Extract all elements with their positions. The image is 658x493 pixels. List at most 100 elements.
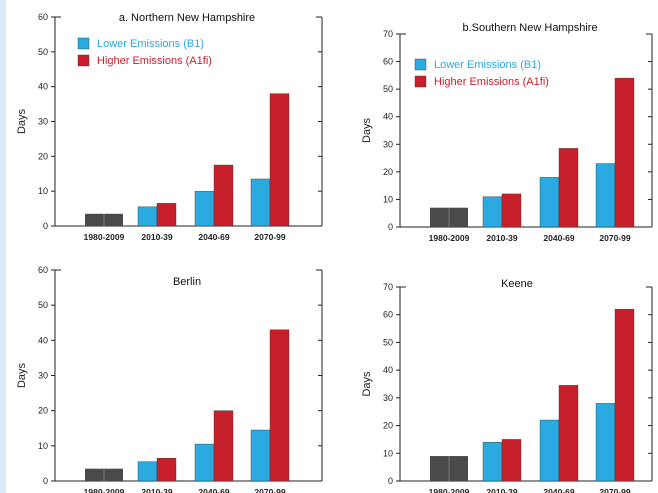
bar-higher-3 [269,93,290,227]
bar-higher-2 [558,385,579,482]
y-axis-label: Days [16,362,28,388]
y-tick-label: 50 [383,84,393,94]
y-tick-label: 40 [38,82,48,92]
bar-higher-2 [558,148,579,228]
bar-higher-3 [614,308,635,482]
y-tick-label: 0 [388,222,393,232]
x-tick-label: 1980-2009 [84,487,125,493]
chart-panel-4: 0 10 20 30 40 50 60 70 Days Keene 1980-2009 2010-39… [361,278,653,493]
bar-higher-3 [269,329,290,482]
bar-lower-2 [194,190,215,227]
bar-higher-2 [213,164,234,227]
x-tick-label: 2040-69 [198,232,229,242]
x-tick-label: 2070-99 [254,487,285,493]
bar-lower-3 [250,429,271,482]
legend-swatch-higher [77,54,90,67]
bar-baseline-2 [449,456,468,481]
x-tick-label: 1980-2009 [429,233,470,243]
bar-higher-3 [614,77,635,228]
y-tick-label: 0 [388,476,393,486]
y-tick-label: 30 [383,139,393,149]
bar-baseline-1 [430,207,449,227]
legend-label-lower: Lower Emissions (B1) [434,59,541,71]
y-tick-label: 60 [383,57,393,67]
y-tick-label: 10 [38,441,48,451]
y-tick-label: 60 [38,12,48,22]
x-tick-label: 1980-2009 [84,232,125,242]
y-tick-label: 30 [38,117,48,127]
y-axis-label: Days [16,108,28,134]
bar-baseline-2 [449,207,468,227]
y-axis-label: Days [361,117,373,143]
left-edge-strip [0,0,6,493]
bar-lower-2 [539,419,560,482]
legend-swatch-lower [77,37,90,50]
x-tick-label: 2010-39 [141,487,172,493]
bar-lower-3 [595,403,616,482]
y-tick-label: 60 [383,310,393,320]
x-tick-label: 2040-69 [198,487,229,493]
chart-title: b.Southern New Hampshire [462,22,597,34]
bar-higher-1 [501,193,522,228]
bar-lower-3 [250,178,271,227]
x-tick-label: 2010-39 [486,233,517,243]
bar-lower-2 [539,177,560,228]
bar-lower-1 [137,461,158,482]
bar-baseline-1 [85,213,104,226]
legend-label-higher: Higher Emissions (A1fi) [434,76,549,88]
legend-swatch-higher [414,75,427,88]
chart-panel-1: 0 10 20 30 40 50 60 Days a. Northern New Hampshi… [16,12,323,242]
y-tick-label: 10 [383,194,393,204]
chart-title: a. Northern New Hampshire [119,12,255,24]
x-tick-label: 1980-2009 [429,487,470,493]
x-tick-label: 2010-39 [486,487,517,493]
bar-lower-1 [482,442,503,482]
y-axis-label: Days [361,371,373,397]
bar-higher-2 [213,410,234,482]
bar-higher-1 [156,457,177,482]
bar-lower-1 [482,196,503,228]
y-tick-label: 40 [383,112,393,122]
y-tick-label: 50 [383,337,393,347]
bar-lower-2 [194,443,215,482]
bar-baseline-1 [430,456,449,481]
y-tick-label: 20 [38,151,48,161]
bar-lower-1 [137,206,158,227]
y-tick-label: 30 [38,371,48,381]
x-tick-label: 2040-69 [543,487,574,493]
legend-label-lower: Lower Emissions (B1) [97,38,204,50]
y-tick-label: 40 [383,365,393,375]
chart-panel-2: 0 10 20 30 40 50 60 70 Days b.Southern New Hampsh… [361,22,653,243]
y-tick-label: 10 [383,448,393,458]
bar-higher-1 [156,203,177,227]
y-tick-label: 20 [383,421,393,431]
bar-higher-1 [501,439,522,482]
y-tick-label: 30 [383,393,393,403]
legend-swatch-lower [414,58,427,71]
y-tick-label: 10 [38,186,48,196]
x-tick-label: 2070-99 [254,232,285,242]
bar-baseline-2 [104,213,123,226]
bar-lower-3 [595,163,616,228]
y-tick-label: 70 [383,282,393,292]
y-tick-label: 20 [38,406,48,416]
bar-baseline-1 [85,468,104,481]
x-tick-label: 2070-99 [599,233,630,243]
legend-label-higher: Higher Emissions (A1fi) [97,55,212,67]
chart-title: Keene [501,278,533,290]
x-tick-label: 2010-39 [141,232,172,242]
chart-title: Berlin [173,276,201,288]
y-tick-label: 0 [43,476,48,486]
x-tick-label: 2040-69 [543,233,574,243]
chart-panel-3: 0 10 20 30 40 50 60 Days Berlin 1980-2009 2010-39 2… [16,265,323,493]
y-tick-label: 40 [38,335,48,345]
y-tick-label: 60 [38,265,48,275]
bar-baseline-2 [104,468,123,481]
y-tick-label: 20 [383,167,393,177]
y-tick-label: 0 [43,221,48,231]
x-tick-label: 2070-99 [599,487,630,493]
y-tick-label: 70 [383,29,393,39]
y-tick-label: 50 [38,47,48,57]
